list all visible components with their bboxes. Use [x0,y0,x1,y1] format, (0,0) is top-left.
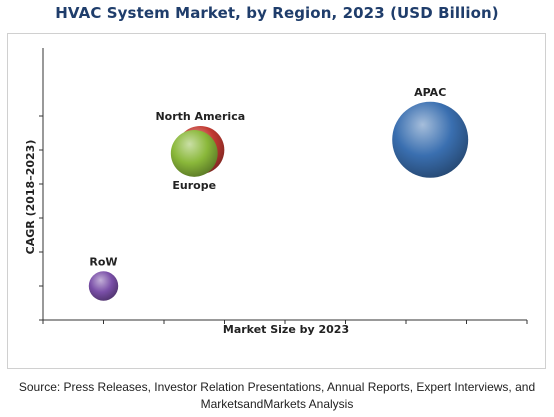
label-north-america: North America [155,110,245,123]
y-axis-label: CAGR (2018–2023) [24,140,37,255]
bubble-europe [170,129,218,177]
source-note: Source: Press Releases, Investor Relatio… [18,380,536,411]
bubble-row [88,271,119,301]
chart-title: HVAC System Market, by Region, 2023 (USD… [55,4,499,22]
bubble-apac [392,101,469,178]
chart-frame [7,33,546,369]
x-axis-label: Market Size by 2023 [223,323,349,336]
label-row: RoW [89,255,117,268]
label-europe: Europe [172,179,216,192]
label-apac: APAC [414,86,446,99]
